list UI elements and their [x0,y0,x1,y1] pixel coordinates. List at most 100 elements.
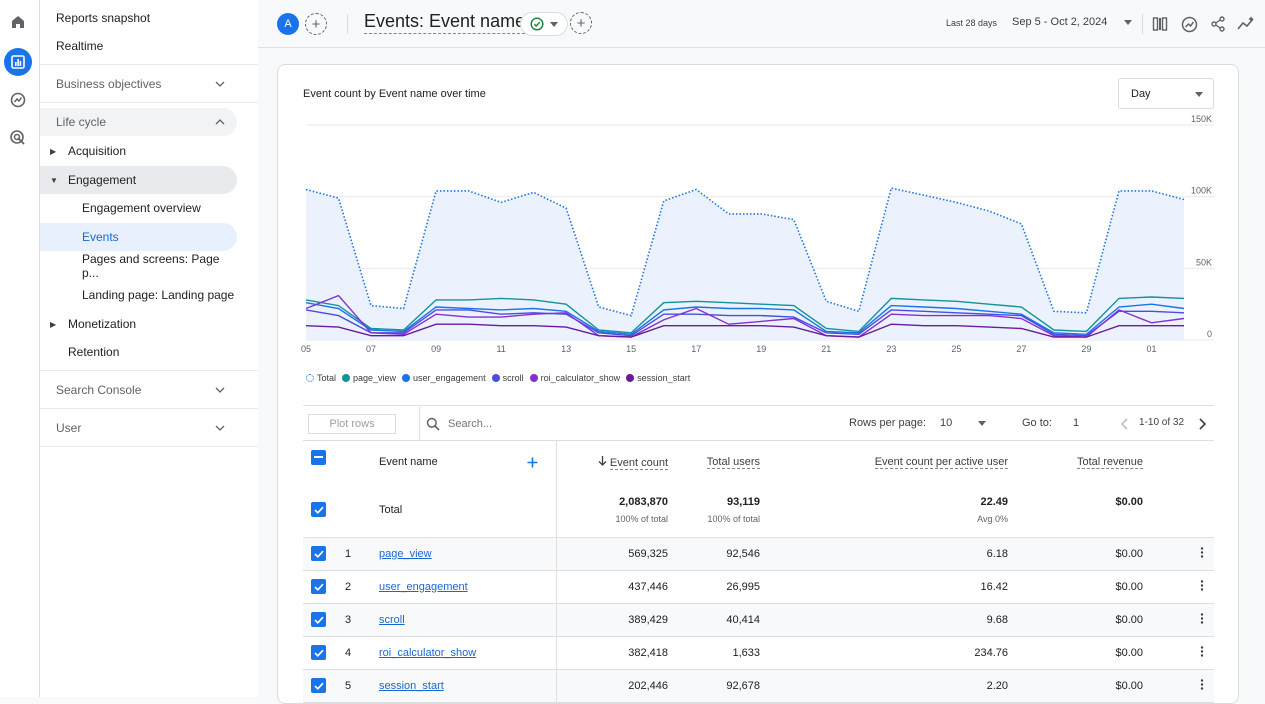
row-total-revenue: $0.00 [1115,580,1143,593]
row-checkbox[interactable] [311,612,326,627]
nav-pages-and-screens[interactable]: Pages and screens: Page p... [82,252,220,280]
insights-icon[interactable] [1235,13,1257,35]
row-event-name[interactable]: session_start [379,679,444,692]
caret-right-icon: ▶ [50,146,57,156]
more-vert-icon[interactable] [1200,612,1204,624]
row-event-name[interactable]: roi_calculator_show [379,646,477,659]
nav-acquisition[interactable]: ▶ Acquisition [40,137,237,165]
header-event-count-cell: Event count [556,441,668,483]
compare-icon[interactable] [1178,13,1200,35]
header-event-name[interactable]: Event name [379,456,438,468]
row-event-count: 382,418 [628,646,668,659]
more-vert-icon[interactable] [1200,579,1204,591]
legend-marker [529,374,538,382]
more-vert-icon[interactable] [1200,546,1204,558]
nav-engagement-label: Engagement [68,173,137,187]
caret-down-icon[interactable] [1124,20,1132,25]
table-row[interactable]: 5 session_start 202,446 92,678 2.20 $0.00 [303,669,1214,702]
table-row[interactable]: 1 page_view 569,325 92,546 6.18 $0.00 [303,537,1214,570]
share-icon[interactable] [1207,13,1229,35]
add-dimension-icon[interactable] [527,457,538,468]
nav-user-label: User [56,421,82,435]
add-comparison-button[interactable]: + [305,13,327,35]
header-per-active-user[interactable]: Event count per active user [874,456,1008,469]
header-event-count[interactable]: Event count [609,456,668,470]
chevron-left-icon[interactable] [1120,418,1128,430]
granularity-value: Day [1131,88,1151,100]
date-range-value[interactable]: Sep 5 - Oct 2, 2024 [1012,16,1108,28]
row-total-users: 1,633 [732,646,760,659]
nav-reports-snapshot[interactable]: Reports snapshot [56,11,151,25]
nav-engagement[interactable]: ▼ Engagement [40,166,237,194]
report-status-dropdown[interactable] [520,12,568,36]
nav-search-console[interactable]: Search Console [40,376,237,404]
row-event-name[interactable]: page_view [379,547,432,560]
add-filter-button[interactable]: + [570,12,592,34]
legend-item[interactable]: Total [306,373,336,383]
row-event-name-cell: scroll [379,603,557,636]
legend-item[interactable]: scroll [491,373,524,383]
date-range-label: Last 28 days [946,18,998,28]
explore-icon[interactable] [4,86,32,114]
total-event-count-cell: 2,083,870 100% of total [556,483,668,537]
nav-life-cycle[interactable]: Life cycle [40,108,237,136]
nav-retention[interactable]: Retention [68,345,120,359]
legend-item[interactable]: user_engagement [402,373,486,383]
customize-report-icon[interactable] [1149,13,1171,35]
series-line [305,323,1184,338]
report-card: Event count by Event name over time Day … [277,64,1239,704]
check-icon [313,550,324,558]
row-total-users: 92,546 [726,547,760,560]
chevron-down-icon [215,387,225,393]
reports-icon[interactable] [4,48,32,76]
nav-landing-page[interactable]: Landing page: Landing page [82,288,235,302]
icon-rail [0,0,40,697]
row-checkbox[interactable] [311,579,326,594]
nav-business-objectives[interactable]: Business objectives [40,70,237,98]
legend-label: roi_calculator_show [540,373,621,383]
row-total-revenue: $0.00 [1115,646,1143,659]
row-checkbox[interactable] [311,546,326,561]
series-area [306,188,1184,340]
legend-item[interactable]: session_start [626,373,690,383]
more-vert-icon[interactable] [1200,645,1204,657]
header-total-revenue-cell: Total revenue [1008,441,1143,483]
row-checkbox[interactable] [311,678,326,693]
chevron-right-icon[interactable] [1199,418,1207,430]
nav-monetization-label: Monetization [68,317,137,331]
row-event-name[interactable]: user_engagement [379,580,468,593]
header-total-revenue[interactable]: Total revenue [1076,456,1143,469]
page-title[interactable]: Events: Event name [364,11,526,34]
select-all-checkbox[interactable] [311,449,326,465]
advertising-icon[interactable] [4,124,32,152]
chart-title: Event count by Event name over time [303,88,486,100]
total-event-count-sub: 100% of total [615,513,668,524]
home-icon[interactable] [4,8,32,36]
table-row[interactable]: 3 scroll 389,429 40,414 9.68 $0.00 [303,603,1214,636]
check-circle-icon [530,17,544,31]
granularity-select[interactable]: Day [1118,78,1214,109]
table-row[interactable]: 2 user_engagement 437,446 26,995 16.42 $0.00 [303,570,1214,603]
plus-icon: + [576,14,586,32]
row-event-name[interactable]: scroll [379,613,405,626]
legend-item[interactable]: roi_calculator_show [529,373,621,383]
total-checkbox[interactable] [311,502,326,518]
nav-user[interactable]: User [40,414,237,442]
nav-monetization[interactable]: ▶ Monetization [40,310,237,338]
row-checkbox[interactable] [311,645,326,660]
go-to-input[interactable]: 1 [1073,417,1080,429]
rows-per-page-select[interactable]: 10 [940,417,990,429]
nav-search-console-label: Search Console [56,383,142,397]
legend-item[interactable]: page_view [342,373,396,383]
comparison-avatar[interactable]: A [277,13,299,35]
search-input[interactable] [448,417,748,430]
table-row[interactable]: 4 roi_calculator_show 382,418 1,633 234.76 $0… [303,636,1214,669]
plot-rows-button[interactable]: Plot rows [308,414,396,434]
nav-realtime[interactable]: Realtime [56,39,104,53]
more-vert-icon[interactable] [1200,678,1204,690]
nav-events[interactable]: Events [40,223,237,251]
header-total-users[interactable]: Total users [706,456,760,469]
legend-marker [306,374,314,382]
go-to-label: Go to: [1022,417,1052,429]
nav-engagement-overview[interactable]: Engagement overview [82,201,201,215]
